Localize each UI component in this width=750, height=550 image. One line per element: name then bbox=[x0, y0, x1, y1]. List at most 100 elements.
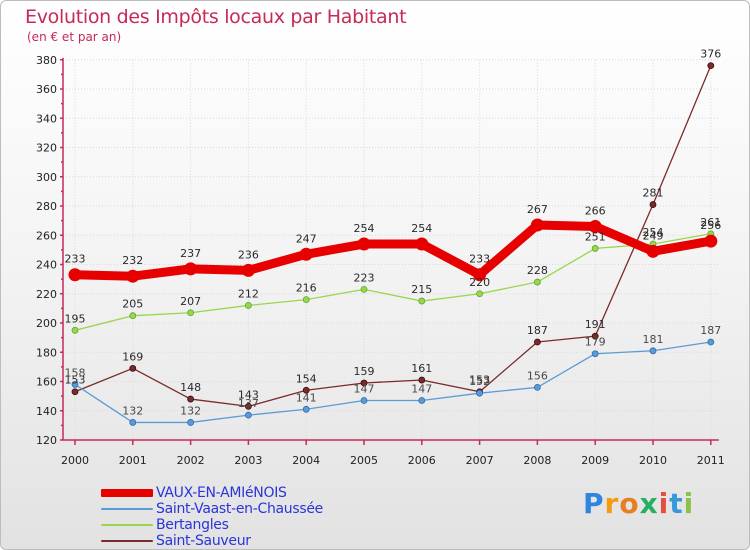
data-label-1-2002: 132 bbox=[180, 404, 201, 417]
point-1-2004 bbox=[302, 405, 310, 413]
legend-label: Saint-Vaast-en-Chaussée bbox=[156, 501, 323, 517]
point-0-2010 bbox=[646, 244, 660, 258]
data-label-1-2006: 147 bbox=[411, 383, 432, 396]
logo-letter: P bbox=[583, 487, 605, 520]
data-label-1-2011: 187 bbox=[700, 324, 721, 337]
data-label-0-2006: 254 bbox=[411, 222, 432, 235]
point-2-2006 bbox=[418, 297, 426, 305]
data-label-3-2004: 154 bbox=[296, 372, 317, 385]
data-label-1-2008: 156 bbox=[527, 369, 548, 382]
legend-label: Bertangles bbox=[156, 517, 229, 533]
x-tick-label-2001: 2001 bbox=[119, 454, 147, 467]
x-tick-label-2006: 2006 bbox=[408, 454, 436, 467]
x-tick-label-2011: 2011 bbox=[697, 454, 725, 467]
x-tick-label-2008: 2008 bbox=[523, 454, 551, 467]
y-tick-label-9: 300 bbox=[36, 171, 57, 184]
data-label-3-2007: 153 bbox=[469, 374, 490, 387]
legend-label: VAUX-EN-AMIéNOIS bbox=[156, 485, 287, 501]
point-2-2009 bbox=[591, 245, 599, 252]
point-3-2002 bbox=[187, 395, 195, 403]
data-label-2-2002: 207 bbox=[180, 295, 201, 308]
point-1-2007 bbox=[476, 389, 484, 397]
x-tick-label-2007: 2007 bbox=[466, 454, 494, 467]
legend-swatch bbox=[101, 489, 153, 497]
point-3-2004 bbox=[302, 386, 310, 394]
point-0-2009 bbox=[588, 219, 602, 233]
data-label-2-2010: 254 bbox=[643, 226, 664, 239]
series-line-2 bbox=[74, 233, 712, 331]
logo-letter: r bbox=[604, 487, 620, 520]
point-0-2004 bbox=[299, 247, 313, 261]
y-tick-label-1: 140 bbox=[36, 405, 57, 418]
point-1-2011 bbox=[707, 338, 715, 346]
series-points bbox=[68, 62, 718, 426]
point-1-2008 bbox=[534, 383, 541, 391]
data-label-1-2005: 147 bbox=[354, 383, 375, 396]
point-3-2008 bbox=[534, 338, 541, 346]
y-tick-label-6: 240 bbox=[36, 259, 57, 272]
x-tick-label-2003: 2003 bbox=[234, 454, 262, 467]
point-1-2009 bbox=[591, 350, 599, 358]
data-label-2-2003: 212 bbox=[238, 287, 259, 300]
data-label-0-2002: 237 bbox=[180, 247, 201, 260]
point-1-2005 bbox=[360, 397, 368, 404]
data-label-2-2007: 220 bbox=[469, 276, 490, 289]
data-label-3-2003: 143 bbox=[238, 388, 259, 401]
data-label-3-2010: 281 bbox=[643, 187, 664, 200]
point-1-2000 bbox=[71, 381, 79, 388]
data-label-2-2009: 251 bbox=[585, 230, 606, 243]
data-label-3-2011: 376 bbox=[700, 48, 721, 61]
legend-swatch bbox=[101, 508, 153, 510]
data-label-1-2004: 141 bbox=[296, 391, 317, 404]
x-tick-label-2005: 2005 bbox=[350, 454, 378, 467]
data-label-0-2003: 236 bbox=[238, 248, 259, 261]
logo-letter: i bbox=[683, 487, 695, 520]
data-label-3-2000: 153 bbox=[65, 374, 86, 387]
y-tick-label-5: 220 bbox=[36, 288, 57, 301]
axes: 120 140 160 180 200 220 240 260 280 300 320 340 360 3… bbox=[36, 54, 725, 467]
logo-letter: i bbox=[658, 487, 670, 520]
point-3-2010 bbox=[649, 201, 657, 208]
data-label-0-2005: 254 bbox=[354, 222, 375, 235]
legend-label: Saint-Sauveur bbox=[156, 533, 251, 549]
data-label-2-2001: 205 bbox=[122, 298, 143, 311]
data-label-0-2011: 256 bbox=[700, 219, 721, 232]
x-tick-label-2002: 2002 bbox=[177, 454, 205, 467]
point-1-2010 bbox=[649, 347, 657, 355]
x-tick-label-2000: 2000 bbox=[61, 454, 89, 467]
point-1-2003 bbox=[244, 411, 252, 419]
point-0-2003 bbox=[241, 263, 255, 277]
data-label-1-2000: 158 bbox=[65, 366, 86, 379]
proxiti-logo: Proxiti bbox=[583, 487, 694, 520]
point-0-2005 bbox=[357, 237, 371, 251]
x-tick-label-2004: 2004 bbox=[292, 454, 320, 467]
point-0-2002 bbox=[184, 262, 198, 276]
data-label-2-2004: 216 bbox=[296, 282, 317, 295]
data-label-0-2004: 247 bbox=[296, 232, 317, 245]
point-3-2011 bbox=[707, 62, 715, 69]
point-1-2006 bbox=[418, 397, 426, 404]
data-label-0-2007: 233 bbox=[469, 253, 490, 266]
point-0-2008 bbox=[530, 218, 544, 232]
data-label-3-2009: 191 bbox=[585, 318, 606, 331]
y-tick-label-7: 260 bbox=[36, 229, 57, 242]
point-2-2004 bbox=[302, 296, 310, 304]
point-1-2002 bbox=[187, 419, 195, 426]
point-2-2000 bbox=[71, 326, 79, 334]
data-label-0-2000: 233 bbox=[65, 253, 86, 266]
y-tick-label-4: 200 bbox=[36, 317, 57, 330]
logo-letter: t bbox=[669, 487, 684, 520]
y-tick-label-8: 280 bbox=[36, 200, 57, 213]
data-label-2-2000: 195 bbox=[65, 312, 86, 325]
data-label-2-2006: 215 bbox=[411, 283, 432, 296]
series-line-0 bbox=[70, 220, 716, 281]
data-label-3-2001: 169 bbox=[122, 350, 143, 363]
data-label-0-2009: 266 bbox=[585, 204, 606, 217]
point-0-2000 bbox=[68, 268, 82, 282]
data-label-1-2001: 132 bbox=[122, 404, 143, 417]
data-label-3-2006: 161 bbox=[411, 362, 432, 375]
point-3-2005 bbox=[360, 379, 368, 387]
point-3-2006 bbox=[418, 376, 426, 384]
chart-subtitle: (en € et par an) bbox=[27, 30, 122, 44]
